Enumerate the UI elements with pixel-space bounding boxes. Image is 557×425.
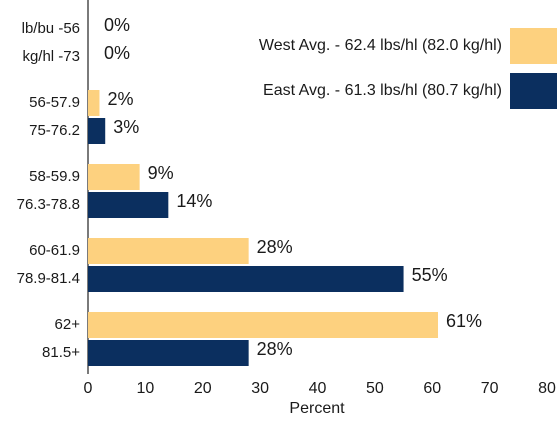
y-tick-label: 81.5+ <box>42 344 80 361</box>
data-label: 61% <box>446 311 482 331</box>
bar <box>88 238 249 264</box>
legend-label: East Avg. - 61.3 lbs/hl (80.7 kg/hl) <box>263 82 502 99</box>
y-tick-label: 78.9-81.4 <box>17 270 80 287</box>
data-label: 14% <box>176 191 212 211</box>
x-tick-label: 80 <box>538 380 556 397</box>
bar <box>88 192 169 218</box>
bar <box>88 164 140 190</box>
bar <box>88 312 438 338</box>
bar <box>88 340 249 366</box>
data-label: 3% <box>113 117 139 137</box>
y-tick-label: lb/bu -56 <box>22 20 80 37</box>
y-tick-label: 60-61.9 <box>29 242 80 259</box>
bar <box>88 90 100 116</box>
y-tick-label: 75-76.2 <box>29 122 80 139</box>
x-axis-label: Percent <box>289 400 345 417</box>
legend-swatch <box>510 73 557 109</box>
data-label: 0% <box>104 15 130 35</box>
x-tick-label: 40 <box>309 380 327 397</box>
y-tick-label: 62+ <box>55 316 81 333</box>
data-label: 28% <box>257 339 293 359</box>
data-label: 28% <box>257 237 293 257</box>
x-tick-label: 10 <box>136 380 154 397</box>
y-tick-label: 58-59.9 <box>29 168 80 185</box>
legend-swatch <box>510 28 557 64</box>
data-label: 0% <box>104 43 130 63</box>
y-tick-label: 76.3-78.8 <box>17 196 80 213</box>
bar <box>88 118 106 144</box>
data-label: 9% <box>148 163 174 183</box>
y-tick-label: 56-57.9 <box>29 94 80 111</box>
data-label: 55% <box>412 265 448 285</box>
bar <box>88 266 404 292</box>
x-tick-label: 50 <box>366 380 384 397</box>
x-tick-label: 0 <box>84 380 93 397</box>
x-tick-label: 70 <box>481 380 499 397</box>
x-tick-label: 30 <box>251 380 269 397</box>
legend-label: West Avg. - 62.4 lbs/hl (82.0 kg/hl) <box>259 37 502 54</box>
y-tick-label: kg/hl -73 <box>22 48 80 65</box>
x-tick-label: 60 <box>423 380 441 397</box>
data-label: 2% <box>107 89 133 109</box>
x-tick-label: 20 <box>194 380 212 397</box>
